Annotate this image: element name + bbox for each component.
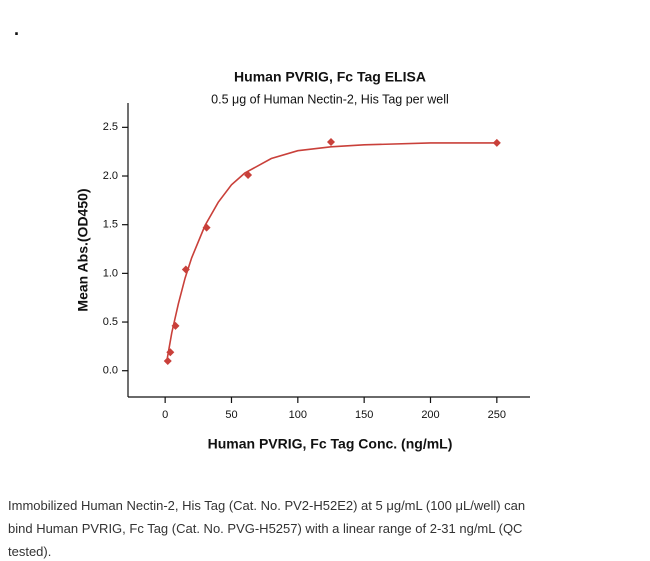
- data-point: [163, 356, 172, 365]
- x-tick-label: 250: [488, 409, 506, 421]
- x-tick-label: 200: [421, 409, 439, 421]
- data-point: [326, 137, 335, 146]
- y-tick-label: 1.0: [103, 267, 118, 279]
- y-tick-label: 0.5: [103, 316, 118, 328]
- fit-curve: [165, 142, 497, 364]
- chart-subtitle: 0.5 μg of Human Nectin-2, His Tag per we…: [211, 92, 449, 106]
- y-tick-label: 1.5: [103, 219, 118, 231]
- x-axis-label: Human PVRIG, Fc Tag Conc. (ng/mL): [208, 436, 453, 452]
- dot: .: [14, 19, 19, 39]
- x-tick-label: 100: [289, 409, 307, 421]
- y-axis-label: Mean Abs.(OD450): [75, 188, 91, 311]
- x-tick-label: 150: [355, 409, 373, 421]
- y-tick-label: 0.0: [103, 365, 118, 377]
- y-tick-label: 2.0: [103, 170, 118, 182]
- x-tick-label: 50: [225, 409, 237, 421]
- y-tick-label: 2.5: [103, 121, 118, 133]
- caption-line: bind Human PVRIG, Fc Tag (Cat. No. PVG-H…: [8, 521, 522, 536]
- caption-line: tested).: [8, 544, 51, 559]
- caption-line: Immobilized Human Nectin-2, His Tag (Cat…: [8, 498, 525, 513]
- x-tick-label: 0: [162, 409, 168, 421]
- chart-title: Human PVRIG, Fc Tag ELISA: [234, 69, 426, 85]
